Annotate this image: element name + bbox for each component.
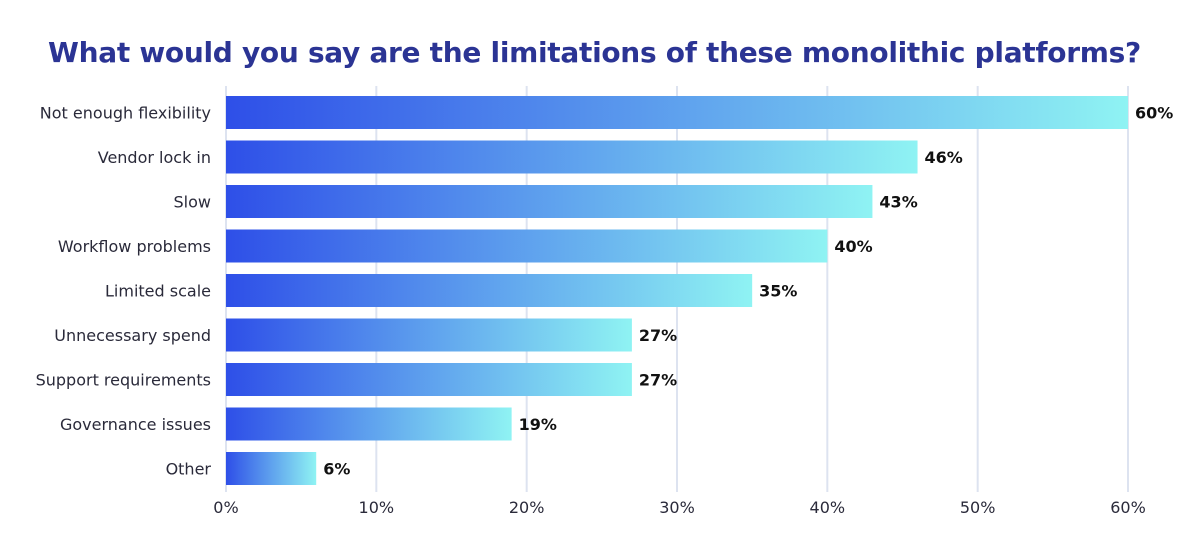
x-tick-label: 40% bbox=[810, 498, 846, 517]
value-label: 27% bbox=[639, 326, 677, 345]
value-label: 19% bbox=[519, 415, 557, 434]
x-tick-label: 20% bbox=[509, 498, 545, 517]
x-tick-label: 50% bbox=[960, 498, 996, 517]
value-label: 46% bbox=[925, 148, 963, 167]
category-label: Unnecessary spend bbox=[54, 326, 211, 345]
bar bbox=[226, 452, 317, 485]
bar bbox=[226, 318, 632, 352]
category-label: Other bbox=[166, 460, 212, 479]
category-label: Slow bbox=[174, 193, 211, 212]
bar bbox=[226, 407, 512, 441]
category-label: Support requirements bbox=[36, 371, 211, 390]
bar bbox=[226, 140, 918, 174]
value-label: 27% bbox=[639, 371, 677, 390]
value-label: 43% bbox=[879, 193, 917, 212]
bar bbox=[226, 363, 632, 396]
value-label: 35% bbox=[759, 282, 797, 301]
category-label: Workflow problems bbox=[58, 237, 211, 256]
category-label: Vendor lock in bbox=[98, 148, 211, 167]
value-label: 40% bbox=[834, 237, 872, 256]
x-tick-label: 60% bbox=[1110, 498, 1146, 517]
bars bbox=[226, 96, 1128, 485]
labels: 0% 10% 20% 30% 40% 50% 60% Not enough flexibili… bbox=[36, 104, 1174, 518]
x-tick-label: 30% bbox=[659, 498, 695, 517]
category-label: Governance issues bbox=[60, 415, 211, 434]
category-label: Limited scale bbox=[105, 282, 211, 301]
bar bbox=[226, 229, 828, 263]
x-tick-label: 0% bbox=[213, 498, 238, 517]
value-label: 60% bbox=[1135, 104, 1173, 123]
bar bbox=[226, 274, 753, 307]
category-label: Not enough flexibility bbox=[40, 104, 211, 123]
bar bbox=[226, 185, 873, 218]
chart-title: What would you say are the limitations o… bbox=[48, 36, 1141, 69]
bar bbox=[226, 96, 1128, 129]
value-label: 6% bbox=[323, 460, 350, 479]
x-tick-label: 10% bbox=[359, 498, 395, 517]
